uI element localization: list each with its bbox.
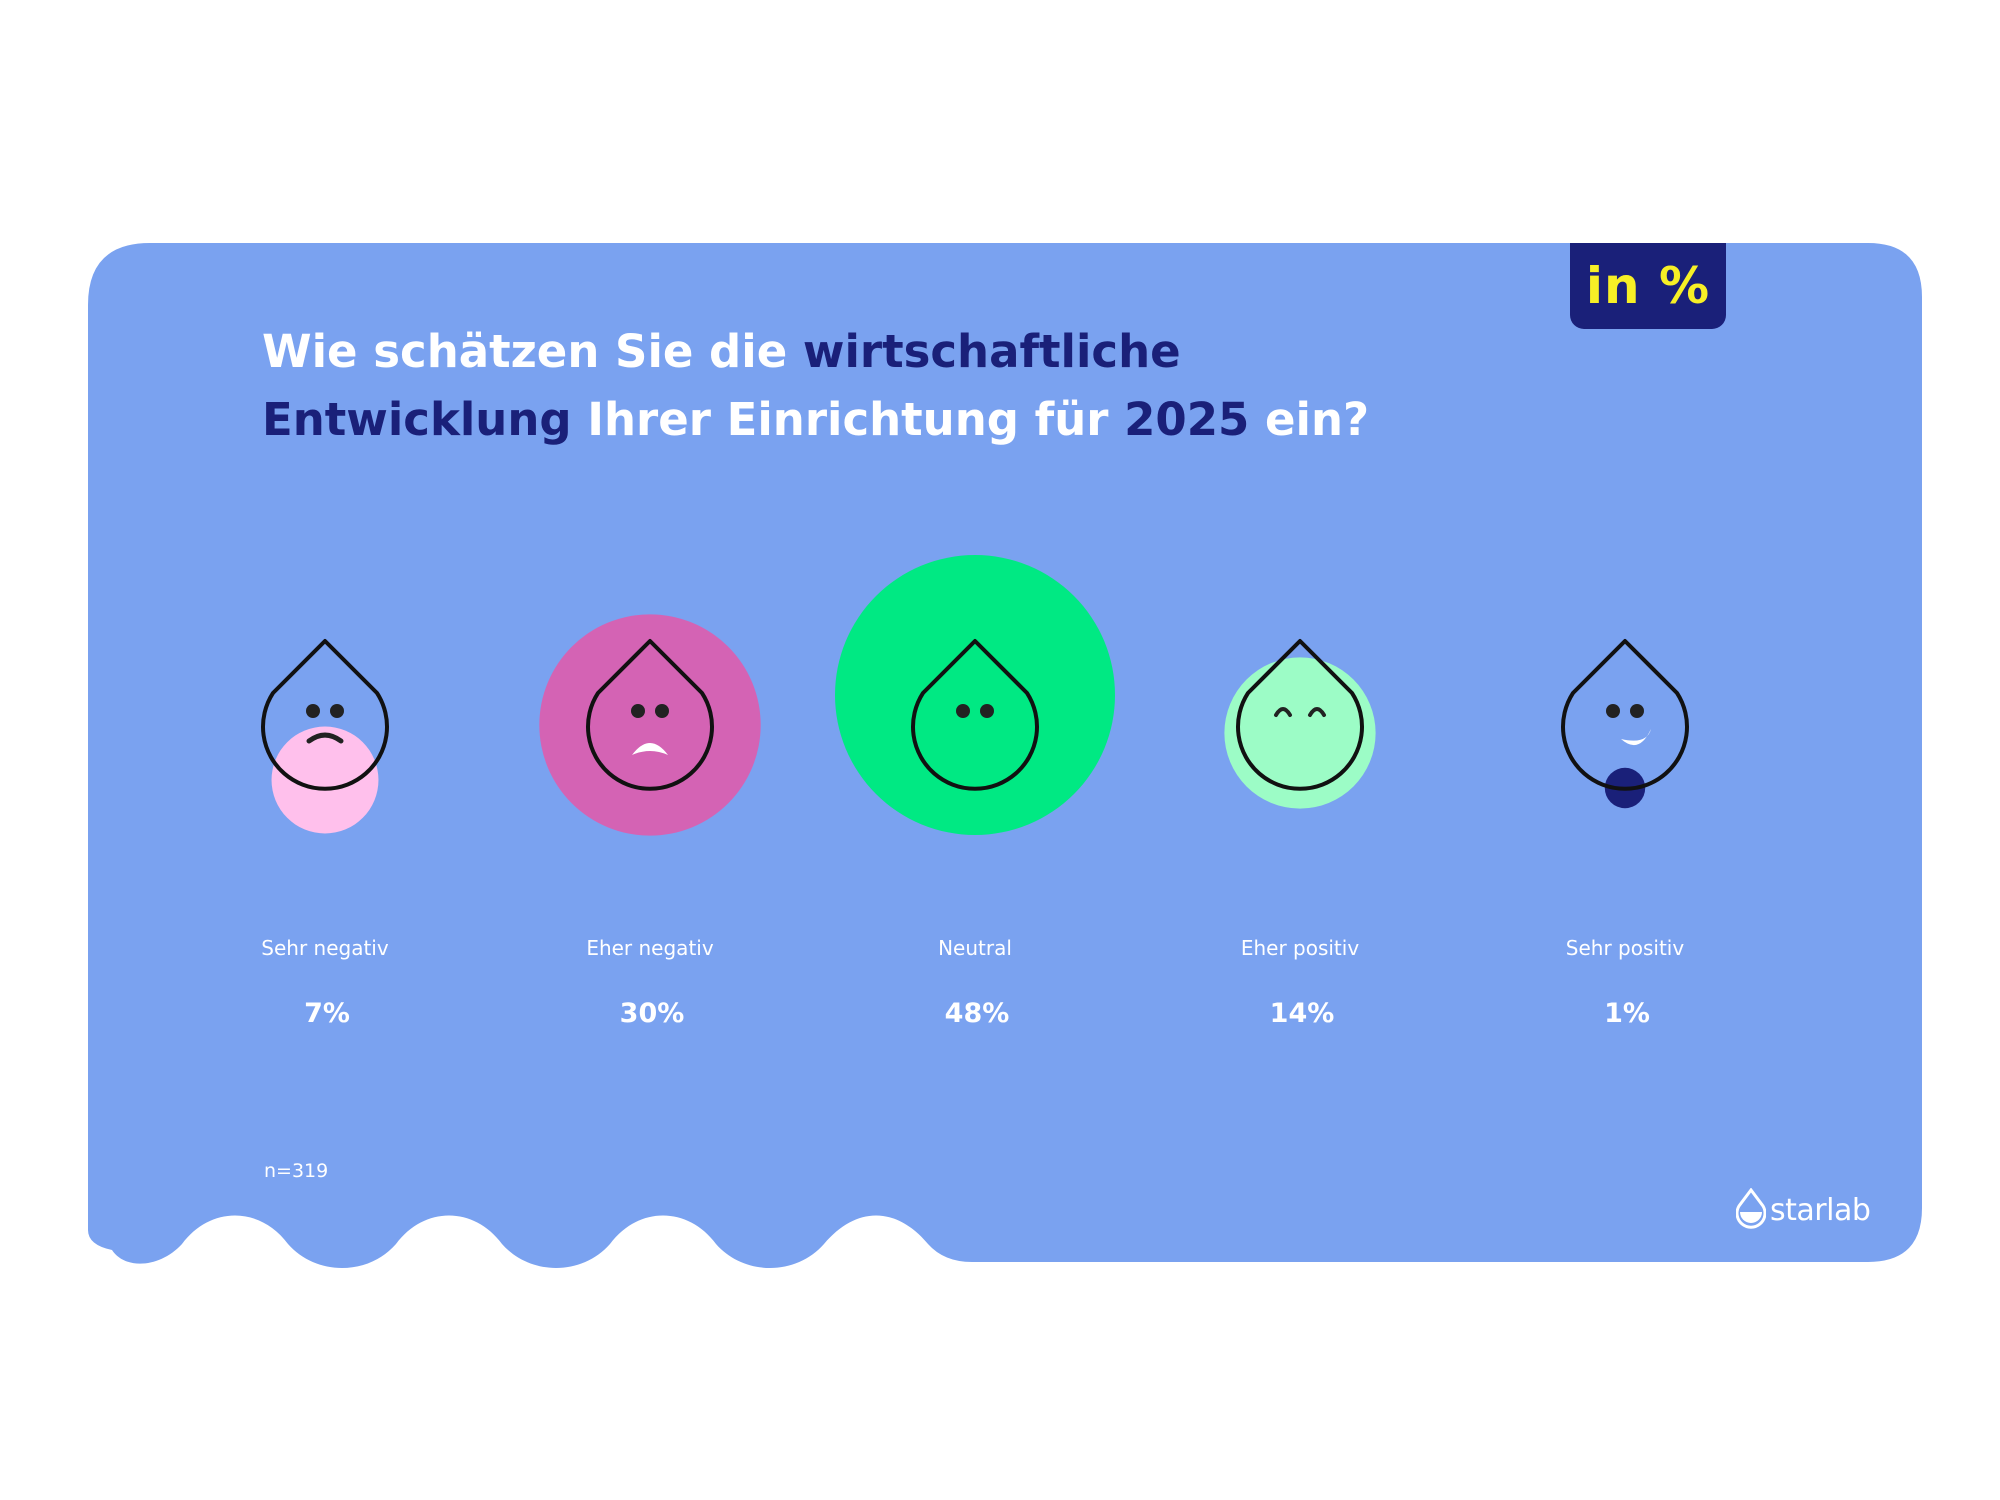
eye-left [1274,707,1292,717]
drop-outline [911,639,1039,791]
eye-left [306,704,320,718]
eye-left [956,704,970,718]
sample-size: n=319 [264,1160,329,1182]
eye-right [980,704,994,718]
drop-face-happy-icon [1561,639,1689,791]
category-label-eher-positiv: Eher positiv [1240,936,1360,960]
unit-badge-text: in % [1585,257,1711,315]
unit-badge: in % [1570,243,1726,329]
drop-outline [261,639,389,791]
eye-left [631,704,645,718]
value-label-sehr-negativ: 7% [304,998,350,1029]
title-text: ein? [1249,393,1370,446]
starlab-logo: starlab [1736,1188,1871,1232]
mouth [632,743,668,755]
eye-left [1606,704,1620,718]
value-label-eher-positiv: 14% [1269,998,1335,1029]
drop-face-sad-icon [586,639,714,791]
eye-right [330,704,344,718]
value-label-neutral: 48% [944,998,1010,1029]
title-highlight: 2025 [1124,393,1250,446]
bubble-neutral [835,555,1115,835]
eye-right [1308,707,1326,717]
drop-logo-icon [1736,1188,1766,1229]
drop-face-content-icon [1236,639,1364,791]
title-text: Ihrer Einrichtung für [571,393,1125,446]
drop-outline [1561,639,1689,791]
bubble-eher-positiv [1224,657,1376,809]
mouth [1621,729,1651,746]
value-label-sehr-positiv: 1% [1604,998,1650,1029]
category-label-eher-negativ: Eher negativ [586,936,714,960]
eye-right [655,704,669,718]
chart-title: Wie schätzen Sie die wirtschaftliche Entw… [262,318,1512,454]
category-label-sehr-positiv: Sehr positiv [1565,936,1685,960]
bubble-eher-negativ [539,614,761,836]
mouth [306,732,344,744]
category-label-neutral: Neutral [938,936,1012,960]
drop-face-worried-icon [261,639,389,791]
value-label-eher-negativ: 30% [619,998,685,1029]
drop-face-neutral-icon [911,639,1039,791]
category-label-sehr-negativ: Sehr negativ [261,936,389,960]
drop-outline [586,639,714,791]
title-highlight: wirtschaftliche [802,325,1181,378]
logo-text: starlab [1770,1192,1871,1228]
title-highlight: Entwicklung [262,393,572,446]
title-text: Wie schätzen Sie die [262,325,803,378]
bubble-sehr-negativ [271,726,379,834]
drop-outline [1236,639,1364,791]
eye-right [1630,704,1644,718]
